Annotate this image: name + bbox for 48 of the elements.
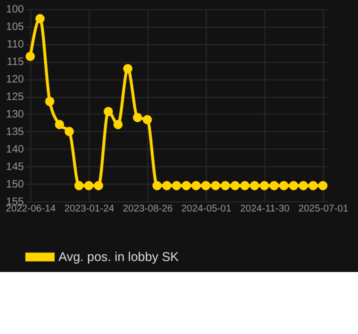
point xyxy=(182,181,191,190)
y-tick-label: 140 xyxy=(6,143,24,156)
point xyxy=(318,181,328,190)
point xyxy=(45,96,54,106)
point xyxy=(279,181,288,190)
y-tick-label: 105 xyxy=(6,21,24,34)
point xyxy=(123,64,132,74)
point xyxy=(172,181,182,190)
y-tick-label: 135 xyxy=(6,126,24,138)
point xyxy=(54,120,64,130)
x-tick-label: 2025-07-01 xyxy=(298,204,348,215)
point xyxy=(220,181,230,190)
point xyxy=(308,181,318,190)
point xyxy=(191,181,201,190)
x-tick-label: 2023-08-26 xyxy=(122,204,173,215)
point xyxy=(113,120,123,130)
y-tick-label: 120 xyxy=(6,73,24,86)
point xyxy=(142,114,152,124)
y-tick-label: 145 xyxy=(6,160,24,173)
point xyxy=(74,181,84,190)
point xyxy=(84,181,94,190)
x-tick-label: 2023-01-24 xyxy=(64,204,115,215)
point xyxy=(35,14,45,24)
y-tick-label: 110 xyxy=(6,38,24,51)
y-tick-label: 100 xyxy=(6,4,24,16)
point xyxy=(94,181,104,190)
point xyxy=(269,181,279,190)
y-tick-label: 150 xyxy=(6,178,24,190)
x-tick-label: 2024-11-30 xyxy=(240,204,290,215)
point xyxy=(288,181,298,190)
point xyxy=(201,181,210,190)
point xyxy=(260,181,269,190)
y-tick-label: 115 xyxy=(6,56,24,68)
point xyxy=(250,181,260,190)
point xyxy=(298,181,308,190)
legend-label: Avg. pos. in lobby SK xyxy=(58,250,180,264)
point xyxy=(230,181,240,190)
point xyxy=(162,181,172,190)
point xyxy=(152,181,162,190)
y-tick-label: 125 xyxy=(6,90,24,103)
y-tick-label: 130 xyxy=(6,108,24,120)
point xyxy=(26,52,35,61)
x-tick-label: 2024-05-01 xyxy=(181,204,232,215)
point xyxy=(64,126,74,136)
point xyxy=(240,181,250,190)
point xyxy=(104,106,113,116)
point xyxy=(132,112,142,122)
point xyxy=(210,181,220,190)
